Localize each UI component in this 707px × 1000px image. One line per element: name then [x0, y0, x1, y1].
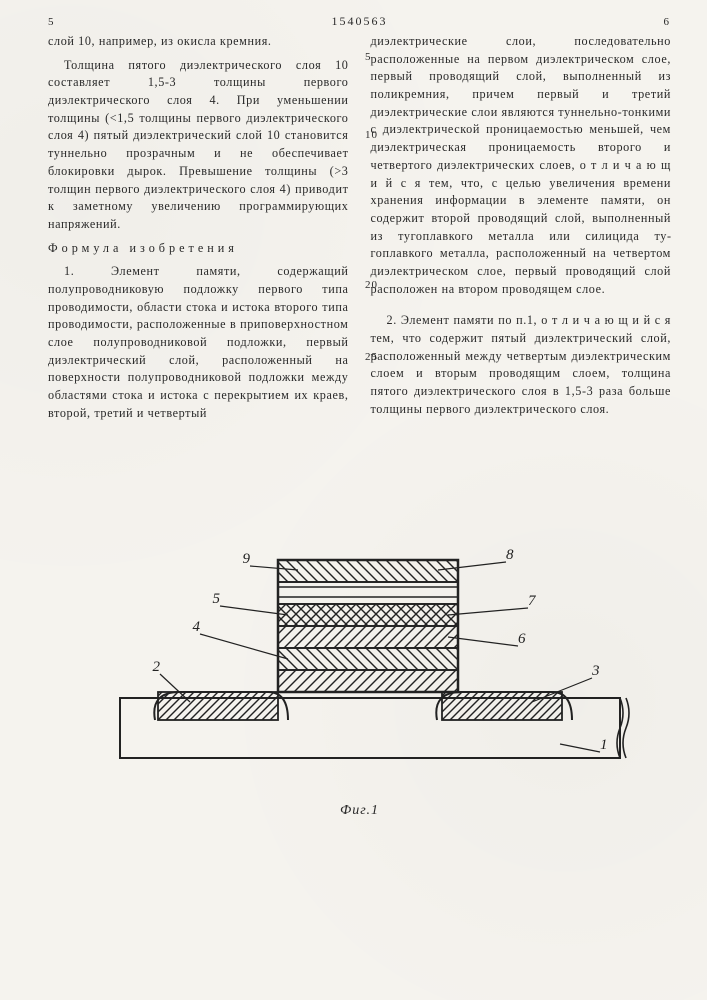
figure-1: 9 54 2 8 7 6 3 1 Фиг.1 [48, 468, 671, 819]
svg-text:6: 6 [518, 631, 526, 647]
body-text: диэлектрические слои, последователь­но р… [371, 33, 672, 298]
body-text: 1. Элемент памяти, содержащий полупровод… [48, 263, 349, 422]
figure-caption: Фиг.1 [48, 803, 671, 819]
left-column: слой 10, например, из окисла крем­ния. Т… [48, 33, 349, 428]
patent-number: 1540563 [332, 14, 388, 29]
line-number: 25 [365, 352, 378, 363]
page-number-right: 6 [664, 16, 672, 28]
body-text: слой 10, например, из окисла крем­ния. [48, 33, 349, 51]
body-text: 2. Элемент памяти по п.1, о т ­л и ч а ю… [371, 312, 672, 418]
svg-text:3: 3 [591, 663, 600, 679]
svg-text:9: 9 [242, 551, 250, 567]
page-header: 5 1540563 6 [48, 14, 671, 29]
right-column: диэлектрические слои, последователь­но р… [371, 33, 672, 428]
svg-text:7: 7 [528, 593, 537, 609]
figure-svg: 9 54 2 8 7 6 3 1 [80, 468, 640, 788]
body-text: Толщина пятого диэлектрического слоя 10 … [48, 57, 349, 234]
page-number-left: 5 [48, 16, 56, 28]
svg-text:8: 8 [506, 547, 514, 563]
svg-text:5: 5 [212, 591, 220, 607]
line-number: 5 [365, 52, 372, 63]
svg-text:1: 1 [600, 737, 608, 753]
svg-text:2: 2 [152, 659, 160, 675]
line-number: 20 [365, 280, 378, 291]
section-heading: Формула изобретения [48, 240, 349, 258]
line-number: 10 [365, 130, 378, 141]
text-columns: слой 10, например, из окисла крем­ния. Т… [48, 33, 671, 428]
svg-text:4: 4 [192, 619, 200, 635]
